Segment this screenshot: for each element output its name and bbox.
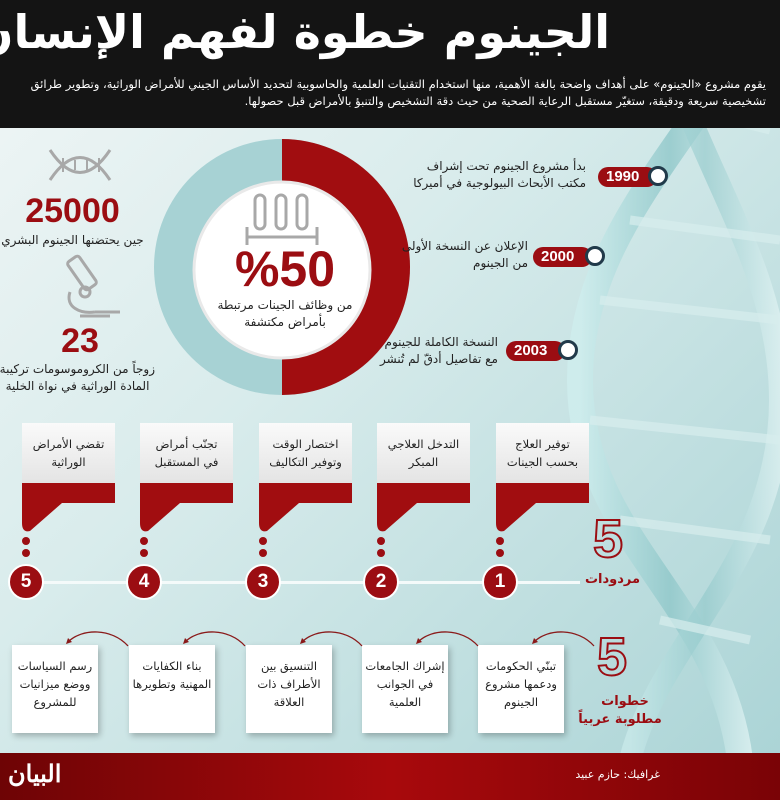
step-text: في الجوانب bbox=[376, 677, 434, 691]
timeline-marker bbox=[648, 166, 668, 186]
timeline-year: 2000 bbox=[533, 247, 593, 267]
arrow-icon bbox=[66, 631, 129, 647]
timeline-year: 2003 bbox=[506, 341, 566, 361]
step-text: رسم السياسات bbox=[17, 659, 93, 673]
genes-label: جين يحتضنها الجينوم البشري bbox=[1, 233, 144, 247]
benefit-text: التدخل العلاجي bbox=[387, 437, 460, 451]
step-note: رسم السياسات ووضع ميزانيات للمشروع bbox=[12, 645, 98, 733]
benefit-pointer bbox=[259, 483, 352, 532]
benefit-text: اختصار الوقت bbox=[272, 437, 339, 451]
connector-dot bbox=[377, 549, 385, 557]
steps-label-2: مطلوبة عربياً bbox=[578, 712, 662, 727]
percent-label-1: من وظائف الجينات مرتبطة bbox=[217, 298, 353, 312]
chromosomes-label-2: المادة الوراثية في نواة الخلية bbox=[5, 379, 150, 393]
benefit-pointer bbox=[22, 483, 115, 532]
benefit-text: بحسب الجينات bbox=[506, 455, 579, 469]
timeline-text: مع تفاصيل أدقّ لم تُنشر bbox=[380, 352, 498, 366]
benefit-text: الوراثية bbox=[51, 455, 86, 469]
step-text: تبنّي الحكومات bbox=[485, 659, 557, 673]
benefit-number: 5 bbox=[8, 564, 44, 600]
chromosomes-label-1: زوجاً من الكروموسومات تركيبة bbox=[0, 362, 155, 376]
intro-paragraph: يقوم مشروع «الجينوم» على أهداف واضحة بال… bbox=[30, 77, 766, 108]
benefit-text: في المستقبل bbox=[154, 455, 219, 469]
steps-count: 5 bbox=[596, 627, 628, 687]
percent-label-2: بأمراض مكتشفة bbox=[244, 315, 326, 329]
connector-dot bbox=[140, 537, 148, 545]
connector-dot bbox=[496, 537, 504, 545]
timeline-year: 1990 bbox=[598, 167, 658, 187]
percentage-donut bbox=[154, 139, 410, 395]
benefits-track bbox=[40, 581, 580, 584]
step-note: إشراك الجامعات في الجوانب العلمية bbox=[362, 645, 448, 733]
step-text: للمشروع bbox=[33, 695, 77, 709]
benefit-number: 2 bbox=[363, 564, 399, 600]
donut-center bbox=[192, 180, 372, 360]
connector-dot bbox=[22, 537, 30, 545]
footer-bar bbox=[0, 753, 780, 800]
timeline-marker bbox=[558, 340, 578, 360]
albayan-logo: البيان bbox=[8, 759, 62, 788]
benefit-text: وتوفير التكاليف bbox=[269, 455, 342, 469]
benefit-number: 4 bbox=[126, 564, 162, 600]
benefit-number: 1 bbox=[482, 564, 518, 600]
arrow-icon bbox=[532, 631, 595, 647]
dna-icon bbox=[48, 149, 112, 181]
arrow-icon bbox=[183, 631, 246, 647]
step-text: العلاقة bbox=[273, 695, 305, 709]
step-text: المهنية وتطويرها bbox=[132, 677, 212, 691]
connector-dot bbox=[22, 549, 30, 557]
arrow-icon bbox=[300, 631, 363, 647]
step-text: التنسيق بين bbox=[260, 659, 318, 673]
benefit-card: تقضي الأمراض الوراثية bbox=[22, 423, 115, 483]
connector-dot bbox=[377, 537, 385, 545]
step-text: إشراك الجامعات bbox=[365, 659, 445, 673]
header-bar bbox=[0, 0, 780, 128]
arrow-icon bbox=[416, 631, 479, 647]
timeline-text: مكتب الأبحاث البيولوجية في أميركا bbox=[413, 176, 586, 190]
step-text: بناء الكفايات bbox=[142, 659, 202, 673]
benefit-pointer bbox=[377, 483, 470, 532]
benefit-card: تجنّب أمراض في المستقبل bbox=[140, 423, 233, 483]
chromosomes-value: 23 bbox=[61, 322, 99, 360]
benefit-pointer bbox=[140, 483, 233, 532]
benefits-count: 5 bbox=[592, 509, 624, 569]
benefits-label: مردودات bbox=[584, 572, 641, 587]
benefit-card: توفير العلاج بحسب الجينات bbox=[496, 423, 589, 483]
step-text: الأطراف ذات bbox=[257, 677, 321, 691]
step-note: التنسيق بين الأطراف ذات العلاقة bbox=[246, 645, 332, 733]
step-note: تبنّي الحكومات ودعمها مشروع الجينوم bbox=[478, 645, 564, 733]
genes-value: 25000 bbox=[25, 192, 120, 230]
page-title: الجينوم خطوة لفهم الإنسان bbox=[0, 5, 610, 59]
benefit-text: توفير العلاج bbox=[515, 437, 570, 451]
benefit-card: التدخل العلاجي المبكر bbox=[377, 423, 470, 483]
step-text: ووضع ميزانيات bbox=[19, 677, 91, 691]
connector-dot bbox=[259, 537, 267, 545]
benefit-text: تجنّب أمراض bbox=[155, 437, 218, 451]
timeline-marker bbox=[585, 246, 605, 266]
benefit-number: 3 bbox=[245, 564, 281, 600]
timeline-text: من الجينوم bbox=[473, 256, 528, 270]
test-tubes-icon bbox=[245, 193, 319, 245]
benefit-text: تقضي الأمراض bbox=[32, 437, 105, 451]
step-text: ودعمها مشروع bbox=[485, 677, 557, 691]
timeline-text: الإعلان عن النسخة الأولى bbox=[401, 239, 528, 253]
timeline-text: بدأ مشروع الجينوم تحت إشراف bbox=[426, 159, 586, 173]
benefit-card: اختصار الوقت وتوفير التكاليف bbox=[259, 423, 352, 483]
connector-dot bbox=[140, 549, 148, 557]
timeline-text: النسخة الكاملة للجينوم bbox=[384, 335, 498, 349]
benefit-pointer bbox=[496, 483, 589, 532]
step-text: العلمية bbox=[388, 695, 422, 709]
percent-value: %50 bbox=[234, 241, 336, 297]
benefit-text: المبكر bbox=[408, 455, 439, 469]
connector-dot bbox=[496, 549, 504, 557]
microscope-icon bbox=[66, 254, 120, 318]
steps-label-1: خطوات bbox=[601, 694, 649, 709]
step-text: الجينوم bbox=[503, 695, 539, 709]
step-note: بناء الكفايات المهنية وتطويرها bbox=[129, 645, 215, 733]
connector-dot bbox=[259, 549, 267, 557]
graphic-credit: غرافيك: حازم عبيد bbox=[575, 768, 660, 781]
